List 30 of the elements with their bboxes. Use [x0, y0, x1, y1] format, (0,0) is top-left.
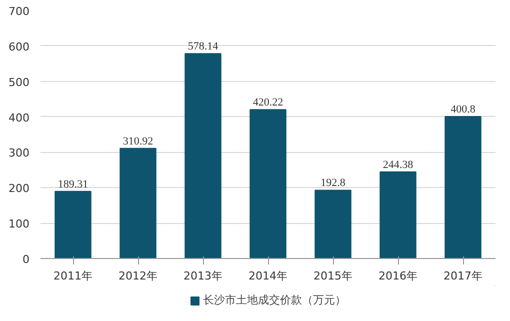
- bar: [444, 116, 482, 258]
- data-label: 420.22: [252, 96, 284, 109]
- y-tick-label: 300: [8, 146, 30, 160]
- legend-label: 长沙市土地成交价款（万元）: [203, 292, 346, 308]
- y-tick-label: 100: [8, 218, 30, 231]
- y-tick-label: 200: [8, 182, 30, 196]
- x-tick-label: 2014年: [248, 270, 288, 282]
- bar: [380, 171, 416, 258]
- bar: [54, 190, 92, 258]
- data-label: 192.8: [320, 177, 346, 190]
- y-tick-label: 700: [8, 5, 30, 18]
- bar: [250, 109, 286, 258]
- x-tick-label: 2013年: [184, 270, 223, 282]
- data-label: 400.8: [450, 104, 476, 116]
- x-tick-label: 2017年: [444, 270, 483, 282]
- y-tick-label: 400: [8, 111, 30, 124]
- bar: [184, 53, 222, 258]
- data-label: 578.14: [188, 40, 219, 53]
- x-tick-label: 2015年: [314, 270, 353, 282]
- x-tick-label: 2016年: [378, 270, 418, 282]
- data-label: 244.38: [382, 158, 414, 171]
- bar: [120, 148, 156, 258]
- x-tick-label: 2012年: [118, 270, 158, 282]
- y-tick-label: 500: [8, 76, 30, 89]
- y-tick-label: 600: [8, 40, 30, 54]
- bar: [314, 190, 352, 258]
- data-label: 310.92: [122, 135, 154, 148]
- y-tick-label: 0: [22, 253, 30, 266]
- data-label: 189.31: [58, 178, 88, 190]
- x-tick-label: 2011年: [54, 270, 93, 282]
